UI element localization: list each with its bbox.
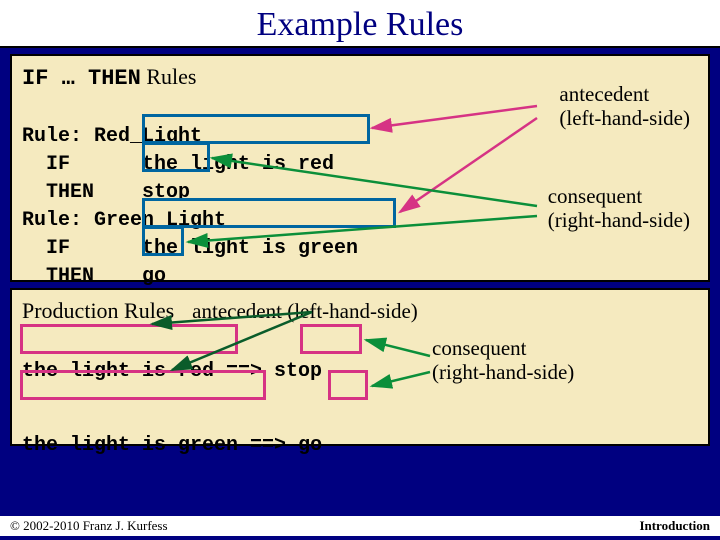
prod-arrows bbox=[12, 290, 708, 444]
if-then-panel: IF … THEN Rules Rule: Red_Light IF the l… bbox=[10, 54, 710, 282]
footer-section: Introduction bbox=[639, 518, 710, 534]
slide-title: Example Rules bbox=[0, 0, 720, 48]
production-rules-panel: Production Rules antecedent (left-hand-s… bbox=[10, 288, 710, 446]
footer: © 2002-2010 Franz J. Kurfess Introductio… bbox=[0, 516, 720, 536]
arrow-antecedent-1 bbox=[12, 56, 708, 280]
copyright: © 2002-2010 Franz J. Kurfess bbox=[10, 518, 168, 534]
